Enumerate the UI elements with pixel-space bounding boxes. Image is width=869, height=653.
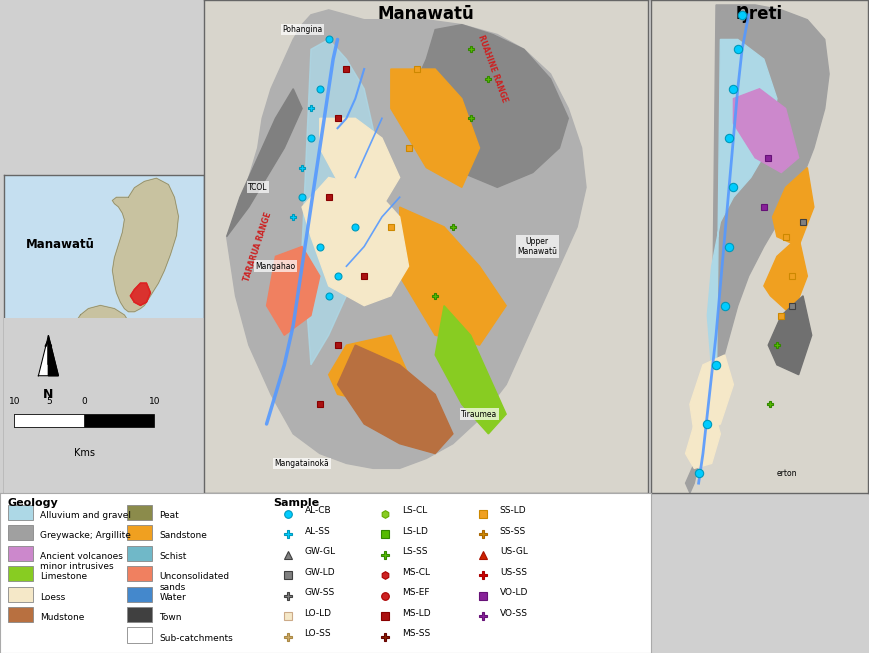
Polygon shape [320,118,399,207]
Text: erton: erton [776,470,797,478]
Bar [8,607,32,622]
Text: Mangahao: Mangahao [255,262,295,271]
Polygon shape [434,306,506,434]
Text: LO-SS: LO-SS [304,629,331,638]
Bar [127,586,151,601]
Polygon shape [266,247,320,335]
Text: 0: 0 [82,396,87,406]
Text: Geology: Geology [8,498,58,508]
Text: SS-LD: SS-LD [499,506,526,515]
Text: LS-SS: LS-SS [401,547,428,556]
Polygon shape [49,336,58,375]
Polygon shape [390,69,479,187]
Text: LO-LD: LO-LD [304,609,331,618]
Text: Schist: Schist [159,552,187,561]
Polygon shape [408,25,567,187]
Polygon shape [685,5,828,493]
Text: VO-LD: VO-LD [499,588,527,597]
Bar [8,545,32,561]
Bar [127,607,151,622]
Text: US-GL: US-GL [499,547,527,556]
Text: Limestone: Limestone [40,572,88,581]
Polygon shape [35,306,140,458]
Text: Loess: Loess [40,593,65,601]
Text: Kms: Kms [74,447,95,458]
Bar [127,628,151,643]
Text: MS-LD: MS-LD [401,609,430,618]
Bar [15,414,84,426]
Polygon shape [38,336,58,375]
Text: Mudstone: Mudstone [40,613,84,622]
Text: N: N [43,388,54,401]
Text: Manawatū: Manawatū [377,5,474,23]
Polygon shape [706,39,776,419]
Text: AL-CB: AL-CB [304,506,331,515]
Polygon shape [772,168,813,247]
Text: 5: 5 [46,396,52,406]
Polygon shape [733,89,798,172]
Polygon shape [226,10,586,468]
Text: Sub-catchments: Sub-catchments [159,633,233,643]
Text: TCOL: TCOL [248,183,267,192]
Text: LS-LD: LS-LD [401,526,428,535]
Text: Alluvium and gravel: Alluvium and gravel [40,511,131,520]
Text: MS-SS: MS-SS [401,629,430,638]
Polygon shape [763,236,806,315]
Text: Upper
Manawatū: Upper Manawatū [517,237,556,256]
Text: Mangatainokā: Mangatainokā [275,459,329,468]
Bar [8,525,32,540]
Bar [8,586,32,601]
Text: Pohangina: Pohangina [282,25,322,34]
Text: Manawatū: Manawatū [26,238,95,251]
Text: Greywacke; Argillite: Greywacke; Argillite [40,531,131,540]
Polygon shape [337,345,453,454]
Text: MS-EF: MS-EF [401,588,429,597]
Polygon shape [42,375,49,423]
Polygon shape [302,39,381,365]
Text: Sample: Sample [273,498,319,508]
Polygon shape [112,178,178,311]
Polygon shape [399,207,506,345]
Polygon shape [302,178,408,306]
Polygon shape [689,355,733,434]
Text: 10: 10 [149,396,160,406]
Text: GW-GL: GW-GL [304,547,335,556]
Bar [127,525,151,540]
Bar [8,505,32,520]
Bar [15,414,155,426]
Text: AL-SS: AL-SS [304,526,330,535]
Polygon shape [767,296,811,375]
Text: TARARUA RANGE: TARARUA RANGE [242,211,273,282]
Bar [127,545,151,561]
Text: VO-SS: VO-SS [499,609,527,618]
Polygon shape [226,89,302,236]
Polygon shape [328,335,408,404]
Text: Unconsolidated
sands: Unconsolidated sands [159,572,229,592]
Text: Water: Water [159,593,186,601]
Text: Peat: Peat [159,511,179,520]
Bar [127,505,151,520]
Text: Ancient volcanoes
minor intrusives: Ancient volcanoes minor intrusives [40,552,123,571]
Polygon shape [40,449,55,471]
Bar [8,566,32,581]
Text: US-SS: US-SS [499,567,526,577]
Text: Ŋreti: Ŋreti [91,417,125,430]
Polygon shape [685,404,720,468]
Bar [127,566,151,581]
Text: Sandstone: Sandstone [159,531,207,540]
Text: SS-SS: SS-SS [499,526,526,535]
Text: MS-CL: MS-CL [401,567,429,577]
Polygon shape [130,283,150,306]
Text: LS-CL: LS-CL [401,506,427,515]
Text: GW-LD: GW-LD [304,567,335,577]
Text: RUAHINE RANGE: RUAHINE RANGE [476,34,508,104]
Text: Town: Town [159,613,182,622]
Text: 10: 10 [9,396,20,406]
Text: Ŋreti: Ŋreti [735,5,782,23]
Text: Tiraumea: Tiraumea [461,409,497,419]
Text: GW-SS: GW-SS [304,588,335,597]
